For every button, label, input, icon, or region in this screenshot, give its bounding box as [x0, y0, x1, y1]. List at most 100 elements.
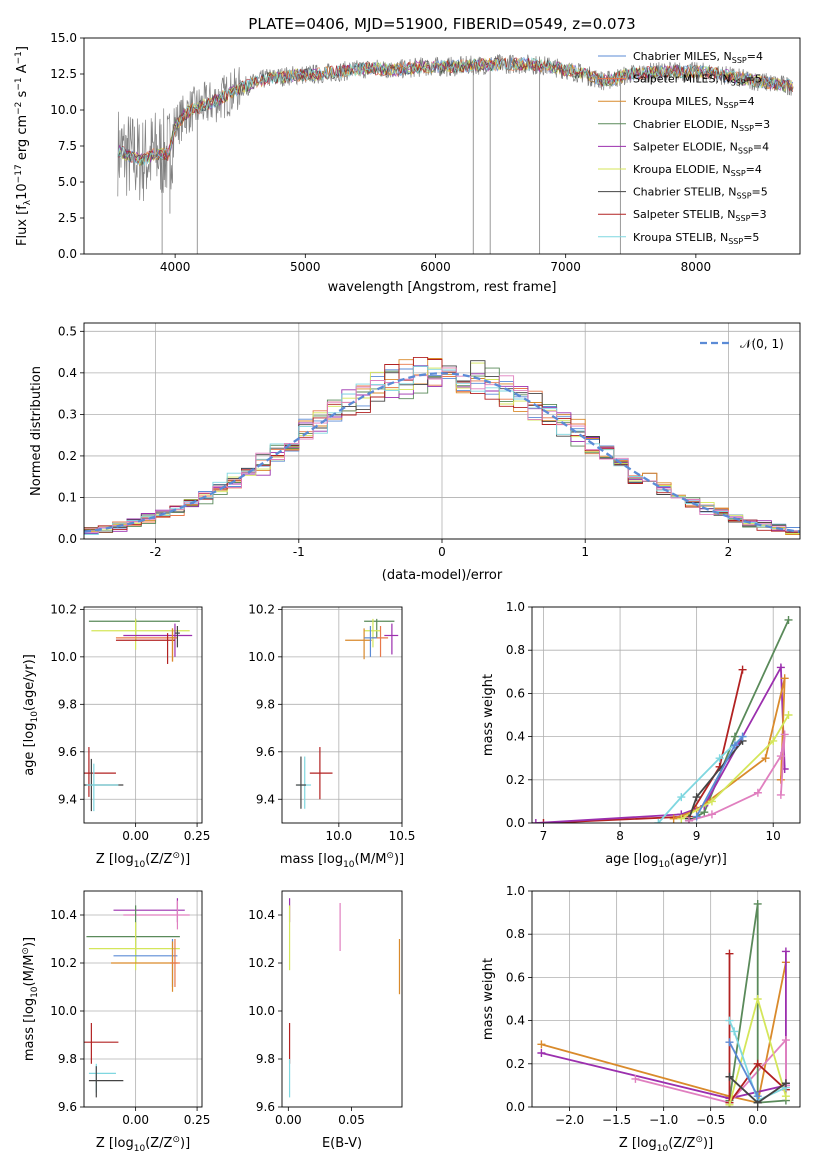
legend-label: Kroupa ELODIE, NSSP=4	[633, 163, 762, 178]
data-point	[86, 905, 180, 963]
plot-area	[84, 898, 190, 1098]
y-tick-label: 9.6	[256, 1100, 275, 1114]
series-marker	[753, 995, 762, 1003]
axes-frame	[281, 890, 403, 1108]
y-tick-label: 0.6	[506, 970, 525, 984]
axes-frame	[531, 606, 801, 824]
data-point	[84, 747, 116, 797]
y-tick-label: 1.0	[506, 884, 525, 898]
y-tick-label: 0.5	[58, 324, 77, 338]
panel-age-vs-mass: 10.0 10.5 9.4 9.6 9.8 10.0 10.2 mass [log10(M/M…	[248, 602, 415, 870]
series-chabrier-miles	[725, 1038, 762, 1101]
series-marker	[781, 1036, 790, 1045]
data-point	[111, 941, 178, 992]
legend-label: Chabrier ELODIE, NSSP=3	[633, 118, 770, 133]
y-tick-label: 10.2	[50, 602, 77, 616]
axes-frame	[83, 322, 801, 540]
legend-label: Kroupa MILES, NSSP=4	[633, 95, 755, 110]
plot-area	[84, 618, 193, 812]
x-tick-label: 9	[693, 829, 701, 843]
data-point	[364, 618, 395, 638]
figure-title: PLATE=0406, MJD=51900, FIBERID=0549, z=0…	[248, 15, 635, 33]
series-marker	[730, 1027, 739, 1036]
x-tick-label: −1.5	[602, 1113, 631, 1127]
data-point	[88, 1063, 116, 1093]
y-tick-label: 9.4	[58, 792, 77, 806]
y-tick-label: 10.4	[50, 908, 77, 922]
series-marker	[707, 797, 716, 806]
x-tick-label: -2	[150, 545, 162, 559]
series-marker	[725, 1016, 734, 1025]
x-tick-label: 6000	[420, 260, 451, 274]
series-salpeter-elodie	[532, 663, 789, 823]
y-tick-label: 0.0	[506, 816, 525, 830]
y-tick-label: 9.8	[256, 1052, 275, 1066]
x-tick-label: 0.25	[184, 829, 211, 843]
x-tick-label: 0.00	[122, 829, 149, 843]
x-tick-label: 5000	[290, 260, 321, 274]
x-axis-label: wavelength [Angstrom, rest frame]	[328, 280, 557, 295]
legend-label: Chabrier MILES, NSSP=4	[633, 50, 763, 65]
y-tick-label: 10.2	[50, 956, 77, 970]
x-tick-label: 10.5	[389, 829, 416, 843]
y-axis-label: age [log10(age/yr)]	[22, 654, 40, 776]
x-tick-label: −2.0	[555, 1113, 584, 1127]
x-axis-label: Z [log10(Z/Z⊙)]	[619, 1135, 713, 1154]
model-line-kroupa-stelib	[117, 57, 793, 166]
legend-label: Salpeter ELODIE, NSSP=4	[633, 140, 769, 155]
panel-weight-vs-age: 7 8 9 10 0.0 0.2 0.4 0.6 0.8 1.0 mass weight age [l…	[481, 600, 801, 870]
y-axis-label: mass weight	[481, 674, 496, 756]
axes-frame	[531, 890, 801, 1108]
data-point	[88, 1066, 124, 1098]
y-tick-label: 0.4	[506, 1014, 525, 1028]
series-marker	[631, 1074, 640, 1083]
y-tick-label: 9.8	[58, 697, 77, 711]
y-tick-label: 2.5	[58, 211, 77, 225]
y-tick-label: 0.0	[58, 247, 77, 261]
y-axis-label: mass weight	[481, 958, 496, 1040]
y-tick-label: 0.8	[506, 643, 525, 657]
data-point	[170, 939, 180, 987]
x-tick-label: −0.5	[696, 1113, 725, 1127]
panel-mass-vs-z: 0.00 0.25 9.6 9.8 10.0 10.2 10.4 mass [log10(M/…	[21, 890, 211, 1154]
gridlines	[84, 891, 202, 1108]
series-marker	[753, 1059, 762, 1068]
data-point	[345, 628, 372, 660]
panel-mass-vs-ebv: 0.00 0.05 9.6 9.8 10.0 10.2 10.4 E(B-V)	[248, 890, 403, 1151]
series-line	[728, 1041, 759, 1097]
series-marker	[725, 1072, 734, 1081]
y-tick-label: 10.0	[248, 1004, 275, 1018]
data-point	[113, 898, 185, 923]
y-tick-label: 10.0	[50, 1004, 77, 1018]
x-axis-label: E(B-V)	[322, 1136, 362, 1151]
x-tick-label: 8000	[681, 260, 712, 274]
series-marker	[761, 754, 770, 763]
y-tick-label: 9.8	[256, 697, 275, 711]
model-line-chabrier-stelib	[117, 57, 793, 165]
legend-label: Salpeter MILES, NSSP=5	[633, 73, 762, 88]
x-axis-label: age [log10(age/yr)]	[605, 852, 727, 870]
data-point	[88, 618, 180, 641]
data-point	[174, 625, 180, 648]
series-marker	[730, 732, 739, 741]
y-tick-label: 10.4	[248, 908, 275, 922]
x-tick-label: 0.25	[184, 1113, 211, 1127]
series-marker	[753, 788, 762, 797]
gaussian-curve	[84, 372, 800, 533]
series-line	[728, 1020, 787, 1102]
data-point	[86, 763, 119, 812]
series-extra	[684, 730, 789, 823]
y-tick-label: 15.0	[50, 31, 77, 45]
axes-frame	[83, 606, 203, 824]
series-line	[543, 669, 744, 823]
plot-area	[532, 615, 793, 823]
series-line	[541, 962, 787, 1104]
model-line-salpeter-stelib	[117, 57, 794, 164]
y-tick-label: 1.0	[506, 600, 525, 614]
series-marker	[753, 1092, 762, 1101]
y-axis-label: Normed distribution	[29, 366, 44, 496]
gridlines	[84, 607, 202, 823]
panel-spectrum: 4000 5000 6000 7000 8000 0.0 2.5 5.0 7.5 10.0 12.5…	[14, 31, 801, 295]
x-tick-label: 0.05	[338, 1113, 365, 1127]
